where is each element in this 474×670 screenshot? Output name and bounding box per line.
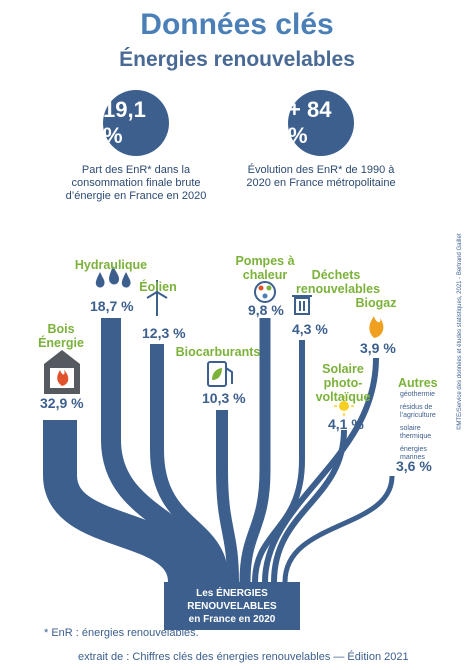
trash-bin-icon bbox=[292, 295, 312, 315]
source-line: extrait de : Chiffres clés des énergies … bbox=[78, 651, 409, 663]
source-value-eolien: 12,3 % bbox=[142, 325, 186, 341]
flow-autres bbox=[282, 475, 395, 583]
heat-pump-icon bbox=[254, 281, 276, 303]
fuel-pump-leaf-icon bbox=[207, 361, 233, 387]
key-figure-description-share: Part des EnR* dans la consommation final… bbox=[65, 164, 207, 202]
source-label-autres: Autres bbox=[398, 376, 438, 390]
autres-item: énergies marines bbox=[400, 445, 427, 462]
source-label-biocarburants: Biocarburants bbox=[175, 345, 261, 359]
stove-fire-icon bbox=[44, 350, 80, 394]
source-value-biogaz: 3,9 % bbox=[360, 340, 396, 356]
water-drops-icon bbox=[95, 266, 131, 288]
autres-item: solaire thermique bbox=[400, 424, 432, 441]
source-label-dechets: Déchets renouvelables bbox=[296, 268, 381, 296]
source-label-pompes: Pompes à chaleur bbox=[235, 254, 295, 282]
flow-biogaz bbox=[262, 357, 379, 583]
page-subtitle: Énergies renouvelables bbox=[119, 48, 355, 71]
footnote: * EnR : énergies renouvelables. bbox=[44, 627, 199, 639]
flow-bois bbox=[43, 420, 202, 585]
source-label-bois: Bois Énergie bbox=[38, 322, 84, 350]
flow-hydraulique bbox=[101, 318, 218, 583]
page-title: Données clés bbox=[140, 8, 334, 41]
key-figure-circle-share: 19,1 % bbox=[103, 90, 169, 156]
source-value-solaire: 4,1 % bbox=[328, 416, 364, 432]
source-label-hydraulique: Hydraulique bbox=[74, 258, 148, 272]
source-value-bois: 32,9 % bbox=[40, 395, 84, 411]
flow-pompes bbox=[239, 318, 271, 583]
autres-item: résidus de l’agriculture bbox=[400, 403, 436, 420]
flow-eolien bbox=[150, 344, 229, 583]
source-label-solaire: Solaire photo-voltaïque bbox=[315, 362, 371, 404]
source-value-dechets: 4,3 % bbox=[292, 321, 328, 337]
autres-sub-items: géothermie résidus de l’agriculture sola… bbox=[400, 391, 452, 463]
source-label-biogaz: Biogaz bbox=[355, 296, 397, 310]
flow-biocarburants bbox=[216, 410, 239, 583]
key-figure-description-evolution: Évolution des EnR* de 1990 à 2020 en Fra… bbox=[246, 164, 396, 189]
key-figure-circle-evolution: + 84 % bbox=[288, 90, 354, 156]
source-value-biocarburants: 10,3 % bbox=[202, 390, 246, 406]
wind-turbine-icon bbox=[146, 280, 168, 316]
total-box: Les ÉNERGIES RENOUVELABLES en France en … bbox=[164, 582, 300, 630]
flame-icon bbox=[369, 316, 384, 338]
flow-solaire bbox=[271, 429, 347, 583]
source-label-eolien: Éolien bbox=[139, 280, 177, 294]
source-value-hydraulique: 18,7 % bbox=[90, 298, 134, 314]
sun-icon bbox=[334, 396, 354, 416]
credit-text: ©MTE/Service des données et études stati… bbox=[457, 233, 463, 430]
source-value-pompes: 9,8 % bbox=[248, 302, 284, 318]
autres-item: géothermie bbox=[400, 391, 436, 398]
source-value-autres: 3,6 % bbox=[396, 458, 432, 474]
